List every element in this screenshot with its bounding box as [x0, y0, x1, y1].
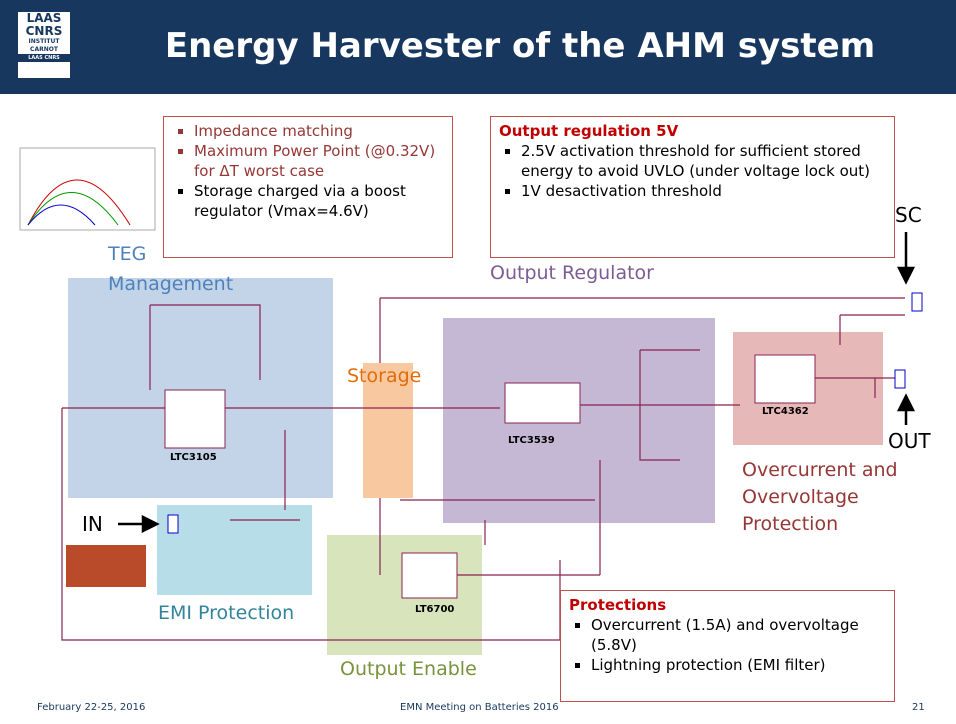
- bullet-list: Impedance matching Maximum Power Point (…: [172, 121, 444, 221]
- chip: [402, 553, 457, 598]
- region-label: TEG: [108, 243, 146, 265]
- region-label: Output Regulator: [490, 262, 654, 284]
- slide: LAAS CNRS INSTITUT CARNOT LAAS CNRS Ener…: [0, 0, 956, 724]
- region-label: Management: [108, 273, 233, 295]
- bullet-list: 2.5V activation threshold for sufficient…: [499, 141, 886, 201]
- connector: [895, 370, 905, 388]
- footer-date: February 22-25, 2016: [37, 702, 145, 713]
- region-label: EMI Protection: [158, 602, 294, 624]
- chip: [165, 390, 225, 448]
- bullet: Impedance matching: [194, 121, 444, 141]
- bullet: 2.5V activation threshold for sufficient…: [521, 141, 886, 181]
- arrow-head: [899, 396, 913, 410]
- connector: [168, 515, 178, 533]
- chip-label: LTC3105: [170, 452, 217, 463]
- bullet-list: Overcurrent (1.5A) and overvoltage (5.8V…: [569, 615, 886, 675]
- region-label-line: Overcurrent and: [742, 457, 898, 484]
- io-label: SC: [895, 203, 922, 227]
- protections-box: Protections Overcurrent (1.5A) and overv…: [560, 590, 895, 702]
- io-label: OUT: [888, 429, 931, 453]
- bullet: Storage charged via a boost regulator (V…: [194, 181, 444, 221]
- io-label: IN: [82, 512, 103, 536]
- bullet: Maximum Power Point (@0.32V) for ΔT wors…: [194, 141, 444, 181]
- chip-label: LTC3539: [508, 435, 555, 446]
- bullet: Lightning protection (EMI filter): [591, 655, 886, 675]
- bullet: 1V desactivation threshold: [521, 181, 886, 201]
- region-label: Overcurrent and Overvoltage Protection: [742, 457, 898, 538]
- regulation-box: Output regulation 5V 2.5V activation thr…: [490, 116, 895, 258]
- chip-label: LTC4362: [762, 406, 809, 417]
- region-label: Storage: [347, 365, 421, 387]
- chip: [505, 383, 580, 423]
- box-title: Protections: [569, 595, 886, 615]
- footer-page: 21: [912, 702, 925, 713]
- region-label-line: Protection: [742, 511, 898, 538]
- teg-photo: [66, 545, 146, 587]
- arrow-head: [143, 517, 157, 531]
- chip-label: LT6700: [415, 604, 454, 615]
- bullet: Overcurrent (1.5A) and overvoltage (5.8V…: [591, 615, 886, 655]
- footer-event: EMN Meeting on Batteries 2016: [400, 702, 559, 713]
- region-label: Output Enable: [340, 658, 477, 680]
- emi-region: [157, 505, 312, 595]
- teg-region: [68, 278, 333, 498]
- region-label-line: Overvoltage: [742, 484, 898, 511]
- teg-box: Impedance matching Maximum Power Point (…: [163, 116, 453, 258]
- connector: [912, 293, 922, 311]
- arrow-head: [899, 268, 913, 282]
- chip: [755, 355, 815, 403]
- box-title: Output regulation 5V: [499, 121, 886, 141]
